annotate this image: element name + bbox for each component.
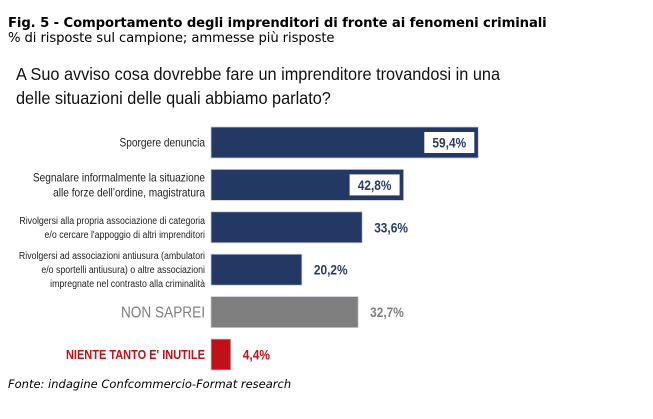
chart-question: A Suo avviso cosa dovrebbe fare un impre… [16,62,574,110]
source-note: Fonte: indagine Confcommercio-Format res… [8,377,292,391]
value-label: 20,2% [314,262,348,278]
category-label: e/o cercare l'appoggio di altri imprendi… [45,228,205,240]
value-label: 33,6% [374,219,408,235]
question-line-1: A Suo avviso cosa dovrebbe fare un impre… [16,64,501,84]
bar [210,338,232,371]
bar [210,211,363,244]
category-label: Sporgere denuncia [119,137,205,150]
bar [210,296,359,329]
category-label: NIENTE TANTO E' INUTILE [66,348,205,362]
category-label: Rivolgersi alla propria associazione di … [19,214,205,226]
value-label-box [424,132,475,153]
bar [210,253,303,286]
category-label: alle forze dell’ordine, magistratura [53,187,206,200]
figure-subtitle: % di risposte sul campione; ammesse più … [8,31,335,46]
category-label: e/o sportelli antiusura) o altre associa… [41,264,205,276]
question-line-2: delle situazioni delle quali abbiamo par… [16,88,331,108]
value-label: 42,8% [358,177,392,193]
figure-title: Fig. 5 - Comportamento degli imprenditor… [8,16,547,31]
category-label: NON SAPREI [121,305,205,322]
category-label: impregnate nel contrasto alla criminalit… [50,278,206,290]
value-label: 32,7% [370,304,404,320]
category-label: Rivolgersi ad associazioni antiusura (am… [19,250,205,262]
category-label: Segnalare informalmente la situazione [33,172,205,185]
value-label: 4,4% [243,347,271,363]
value-label: 59,4% [432,135,466,151]
value-label-box [349,174,400,196]
